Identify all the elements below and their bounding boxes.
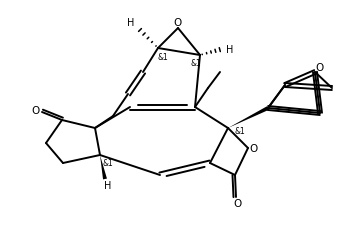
Text: O: O [250,144,258,154]
Text: &1: &1 [235,127,246,136]
Text: H: H [104,181,112,191]
Text: O: O [174,18,182,28]
Text: H: H [226,45,234,55]
Text: H: H [127,18,135,28]
Text: &1: &1 [191,59,201,68]
Text: O: O [233,199,241,209]
Text: &1: &1 [158,52,168,62]
Text: O: O [316,63,324,73]
Polygon shape [100,155,107,179]
Text: &1: &1 [103,159,113,168]
Text: O: O [32,106,40,116]
Polygon shape [228,106,269,128]
